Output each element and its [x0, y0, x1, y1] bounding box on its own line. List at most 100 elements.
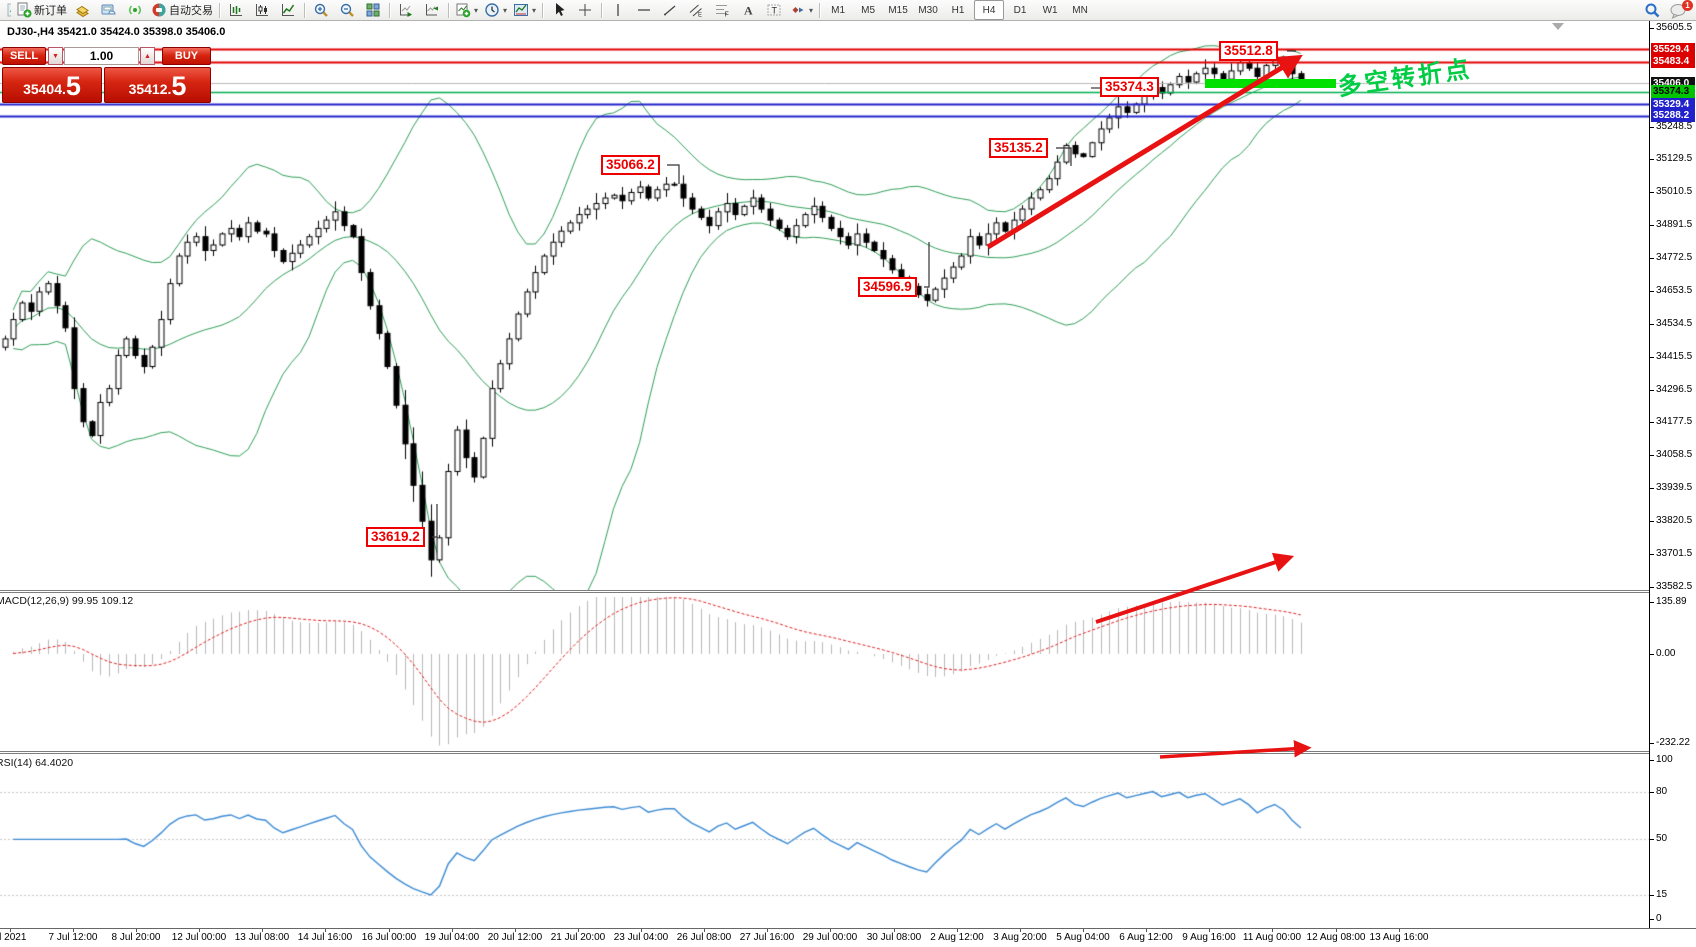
chart-title: DJ30-,H4 35421.0 35424.0 35398.0 35406.0 [7, 26, 226, 38]
shapes-icon [790, 2, 806, 18]
add-indicator-icon [455, 2, 471, 18]
time-tick-mark [957, 929, 958, 932]
price-tick-mark [1650, 126, 1654, 128]
text-button[interactable]: A [736, 1, 760, 19]
buy-button[interactable]: BUY [162, 47, 211, 65]
price-tick-label: 35248.5 [1656, 120, 1693, 132]
macd-tick-label: -232.22 [1656, 737, 1690, 749]
clipped-toolbar-icon [2, 2, 11, 18]
volume-down-stepper[interactable]: ▼ [48, 47, 63, 65]
time-tick-mark [578, 929, 579, 932]
zoom-out-button[interactable] [335, 1, 359, 19]
time-label: 26 Jul 08:00 [676, 932, 732, 943]
autotrade-label: 自动交易 [169, 5, 213, 17]
time-label: 29 Jul 00:00 [802, 932, 858, 943]
timeframe-w1-button[interactable]: W1 [1042, 4, 1058, 16]
timeframe-h1-button[interactable]: H1 [951, 4, 965, 16]
shapes-button[interactable]: ▾ [788, 1, 815, 19]
chart-shift-button[interactable] [420, 1, 444, 19]
cursor-icon [551, 2, 567, 18]
trendline-button[interactable] [658, 1, 682, 19]
zoom-in-button[interactable] [309, 1, 333, 19]
pane-separator-rsi[interactable] [0, 751, 1649, 754]
line-chart-button[interactable] [276, 1, 300, 19]
time-label: 7 Jul 12:00 [48, 932, 98, 943]
line-chart-icon [280, 2, 296, 18]
timeframe-m5-button[interactable]: M5 [861, 4, 876, 16]
profiles-button[interactable] [97, 1, 121, 19]
price-badge: 35483.4 [1651, 55, 1695, 69]
dropdown-caret-icon[interactable]: ▾ [503, 5, 508, 15]
toolbar-separator [448, 2, 449, 18]
search-button[interactable] [1640, 1, 1664, 19]
price-tick-label: 34534.5 [1656, 317, 1693, 329]
time-label: 2 Aug 12:00 [930, 932, 984, 943]
toolbar-separator [601, 2, 603, 18]
time-label: 9 Aug 16:00 [1182, 932, 1236, 943]
macd-panel-canvas[interactable] [0, 593, 1649, 751]
vline-button[interactable] [606, 1, 630, 19]
price-flag: 35512.8 [1219, 41, 1278, 61]
add-indicator-button[interactable]: ▾ [453, 1, 480, 19]
fibo-button[interactable]: F [710, 1, 734, 19]
new-order-button[interactable]: 新订单 [14, 1, 69, 19]
timeframe-d1-button[interactable]: D1 [1013, 4, 1027, 16]
timeframe-m15-button[interactable]: M15 [888, 4, 908, 16]
price-badge: 35288.2 [1651, 109, 1695, 123]
dropdown-caret-icon[interactable]: ▾ [532, 5, 537, 15]
chart-shift-icon [424, 2, 440, 18]
time-tick-mark [515, 929, 516, 932]
timeframe-h4-button[interactable]: H4 [974, 0, 1005, 20]
pane-separator-macd[interactable] [0, 590, 1649, 593]
time-label: 27 Jul 16:00 [739, 932, 795, 943]
tile-windows-button[interactable] [361, 1, 385, 19]
timeframe-mn-button[interactable]: MN [1072, 4, 1088, 16]
channel-button[interactable]: E [684, 1, 708, 19]
main-chart-canvas[interactable] [0, 21, 1649, 590]
bar-chart-button[interactable] [224, 1, 248, 19]
rsi-tick-label: 50 [1656, 833, 1668, 845]
buy-price-display[interactable]: 35412. 5 [104, 67, 211, 103]
sell-button[interactable]: SELL [2, 47, 46, 65]
autoscroll-button[interactable] [394, 1, 418, 19]
dropdown-caret-icon[interactable]: ▾ [474, 5, 479, 15]
volume-input[interactable]: 1.00 [64, 47, 139, 65]
profiles-icon [101, 2, 117, 18]
cursor-button[interactable] [547, 1, 571, 19]
price-axis[interactable]: 35605.5 35248.5 35129.5 35010.5 34891.5 34772… [1649, 21, 1696, 928]
volume-up-stepper[interactable]: ▲ [140, 47, 155, 65]
price-tick-mark [1650, 422, 1654, 424]
templates-button[interactable]: ▾ [511, 1, 538, 19]
autotrade-button[interactable]: 自动交易 [149, 1, 215, 19]
time-tick-mark [894, 929, 895, 932]
time-label: 12 Jul 00:00 [171, 932, 227, 943]
price-flag: 35374.3 [1100, 77, 1159, 97]
notifications-button[interactable]: 1 [1666, 0, 1693, 19]
price-badge: 35329.4 [1651, 97, 1695, 111]
signals-button[interactable] [123, 1, 147, 19]
dropdown-caret-icon[interactable]: ▾ [809, 5, 814, 15]
price-tick-label: 33701.5 [1656, 547, 1693, 559]
macd-tick-mark [1650, 601, 1654, 603]
notification-count-badge: 1 [1682, 0, 1693, 11]
time-axis[interactable]: ul 2021 7 Jul 12:00 8 Jul 20:00 12 Jul 00:0… [0, 928, 1696, 947]
label-button[interactable]: T [762, 1, 786, 19]
time-label: 13 Aug 16:00 [1369, 932, 1429, 943]
time-label: 5 Aug 04:00 [1056, 932, 1110, 943]
chart-add-button[interactable] [71, 1, 95, 19]
price-tick-mark [1650, 553, 1654, 555]
timeframe-m30-button[interactable]: M30 [918, 4, 938, 16]
periods-button[interactable]: ▾ [482, 1, 509, 19]
sell-price-display[interactable]: 35404. 5 [2, 67, 102, 103]
rsi-panel-canvas[interactable] [0, 754, 1649, 928]
macd-indicator-label: MACD(12,26,9) 99.95 109.12 [0, 595, 134, 607]
candle-chart-button[interactable] [250, 1, 274, 19]
time-tick-mark [1399, 929, 1400, 932]
hline-button[interactable] [632, 1, 656, 19]
price-tick-mark [1650, 28, 1654, 29]
crosshair-button[interactable] [573, 1, 597, 19]
price-tick-mark [1650, 389, 1654, 391]
buy-price-big-digit: 5 [171, 71, 187, 101]
chart-add-icon [75, 2, 91, 18]
timeframe-m1-button[interactable]: M1 [831, 4, 846, 16]
